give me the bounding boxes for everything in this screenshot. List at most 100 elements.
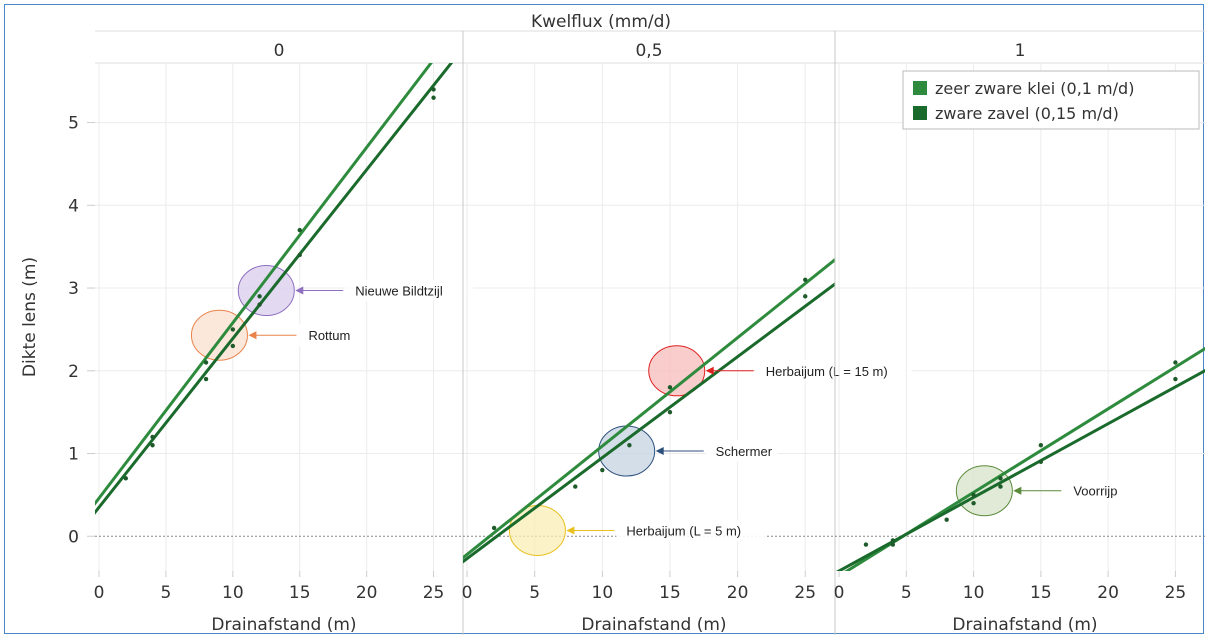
data-point xyxy=(890,542,896,547)
data-point xyxy=(230,343,236,349)
data-point xyxy=(123,476,128,481)
callout-arrowhead xyxy=(295,286,304,295)
data-point xyxy=(150,443,155,448)
chart-frame: Kwelflux (mm/d) Dikte lens (m) 0 1 2 3 4 5 0 0 5… xyxy=(4,4,1205,635)
x-tick-label: 0 xyxy=(834,583,845,603)
x-tick-label: 10 xyxy=(963,583,985,603)
data-point xyxy=(203,360,209,365)
callout-arrowhead xyxy=(566,526,575,535)
y-tick-label: 2 xyxy=(68,362,79,382)
callout-label-bg xyxy=(755,359,912,382)
data-point xyxy=(863,542,869,547)
callout-ellipse xyxy=(190,309,248,361)
x-tick-label: 25 xyxy=(1165,583,1187,603)
x-tick-label: 0 xyxy=(462,583,473,603)
data-point xyxy=(150,434,155,440)
callout-label: Rottum xyxy=(308,328,350,343)
callout-label-bg xyxy=(616,519,766,542)
callout-ellipse xyxy=(598,425,656,477)
callout-label-bg xyxy=(298,324,357,347)
y-tick-label: 5 xyxy=(68,114,79,134)
data-point xyxy=(1173,376,1178,382)
data-point xyxy=(431,95,436,100)
data-point xyxy=(803,277,808,282)
panel-header: 0 xyxy=(274,41,285,61)
callout-label-bg xyxy=(345,279,474,302)
data-point xyxy=(257,302,262,307)
callout-label: Nieuwe Bildtzijl xyxy=(355,284,443,299)
chart-title: Kwelflux (mm/d) xyxy=(531,12,671,32)
callout-arrowhead xyxy=(655,447,664,456)
panel-header: 1 xyxy=(1015,41,1026,61)
x-tick-label: 20 xyxy=(356,583,378,603)
data-point xyxy=(297,227,302,233)
x-tick-label: 10 xyxy=(592,583,614,603)
callout-label: Schermer xyxy=(716,444,773,459)
data-point xyxy=(627,443,632,448)
x-tick-label: 5 xyxy=(901,583,912,603)
x-tick-label: 25 xyxy=(423,583,445,603)
legend-swatch xyxy=(913,81,927,95)
x-tick-label: 15 xyxy=(659,583,681,603)
y-tick-label: 0 xyxy=(68,527,79,547)
legend-box xyxy=(902,70,1200,130)
callout-arrowhead xyxy=(705,366,714,375)
data-point xyxy=(667,385,673,390)
data-point xyxy=(257,294,262,299)
panel-header: 0,5 xyxy=(635,41,662,61)
callout-label: Voorrijp xyxy=(1073,484,1117,499)
y-axis-label: Dikte lens (m) xyxy=(20,257,40,377)
data-point xyxy=(297,252,302,258)
y-tick-label: 4 xyxy=(68,196,79,216)
x-tick-label: 5 xyxy=(161,583,172,603)
legend-entry: zware zavel (0,15 m/d) xyxy=(935,104,1119,123)
regression-line xyxy=(463,257,835,560)
legend-entry: zeer zware klei (0,1 m/d) xyxy=(935,79,1134,98)
data-point xyxy=(971,492,976,498)
x-tick-label: 20 xyxy=(1097,583,1119,603)
x-tick-label: 25 xyxy=(794,583,816,603)
regression-line xyxy=(835,369,1205,571)
y-tick-label: 3 xyxy=(68,279,79,299)
data-point xyxy=(803,294,808,299)
regression-line xyxy=(463,282,835,564)
data-point xyxy=(971,500,976,506)
callout-label: Herbaijum (L = 5 m) xyxy=(626,523,741,538)
x-tick-label: 10 xyxy=(222,583,244,603)
data-point xyxy=(491,525,497,531)
faceted-scatter-chart: Kwelflux (mm/d) Dikte lens (m) 0 1 2 3 4 5 0 0 5… xyxy=(20,12,1205,635)
x-tick-label: 15 xyxy=(1030,583,1052,603)
x-tick-label: 20 xyxy=(727,583,749,603)
legend-swatch xyxy=(913,106,927,120)
y-tick-label: 1 xyxy=(68,445,79,465)
data-point xyxy=(944,517,949,522)
x-tick-label: 5 xyxy=(529,583,540,603)
callout-arrowhead xyxy=(248,331,257,340)
data-point xyxy=(1038,459,1044,464)
data-point xyxy=(573,484,578,489)
data-point xyxy=(1173,360,1178,365)
data-point xyxy=(998,484,1003,489)
data-point xyxy=(998,476,1003,481)
data-point xyxy=(1038,443,1044,448)
data-point xyxy=(431,87,436,92)
data-point xyxy=(230,327,236,332)
x-axis-label: Drainafstand (m) xyxy=(581,615,726,635)
data-point xyxy=(203,376,209,382)
callout-label-bg xyxy=(1063,479,1136,502)
callout-label: Herbaijum (L = 15 m) xyxy=(766,364,888,379)
data-point xyxy=(890,538,896,543)
regression-line xyxy=(95,63,433,506)
x-tick-label: 0 xyxy=(94,583,105,603)
data-point xyxy=(667,409,673,415)
regression-line xyxy=(95,63,454,515)
legend: zeer zware klei (0,1 m/d) zware zavel (0,… xyxy=(902,70,1200,130)
data-point xyxy=(600,467,605,473)
x-axis-label: Drainafstand (m) xyxy=(952,615,1097,635)
callout-label-bg xyxy=(705,440,778,463)
callout-arrowhead xyxy=(1013,486,1022,495)
x-axis-label: Drainafstand (m) xyxy=(211,615,356,635)
callout-ellipse xyxy=(648,345,706,397)
x-tick-label: 15 xyxy=(289,583,311,603)
